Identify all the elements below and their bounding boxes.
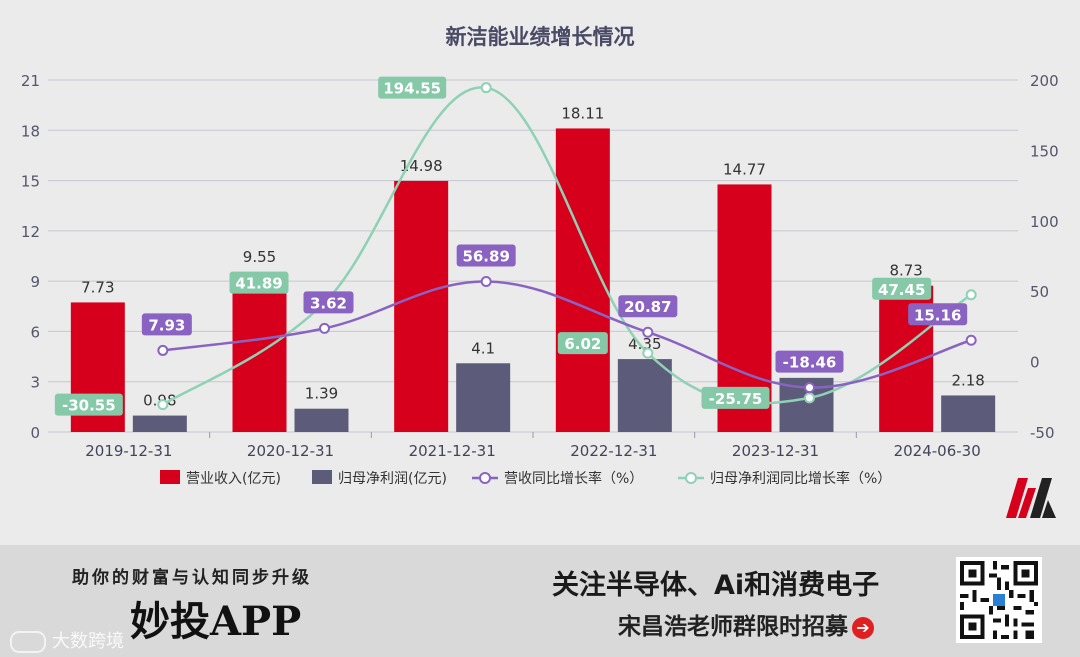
bar-profit	[456, 363, 511, 432]
bar-revenue-label: 9.55	[243, 248, 276, 266]
bar-profit-label: 1.39	[305, 385, 338, 403]
brand-logo-icon	[1006, 478, 1056, 518]
legend-label: 营业收入(亿元)	[186, 471, 281, 487]
y-left-tick-label: 21	[21, 72, 40, 90]
y-left-tick-label: 18	[21, 122, 40, 140]
x-tick-label: 2022-12-31	[570, 442, 657, 460]
revenue-growth-label: 3.62	[310, 294, 347, 312]
bar-profit	[617, 359, 672, 432]
bar-revenue	[394, 180, 449, 432]
revenue-growth-point	[319, 322, 330, 334]
x-tick-label: 2024-06-30	[894, 442, 981, 460]
revenue-growth-label: -18.46	[783, 354, 837, 372]
revenue-growth-point	[804, 382, 815, 394]
profit-growth-label: -30.55	[62, 397, 116, 415]
legend-swatch	[160, 470, 180, 484]
profit-growth-label-box	[872, 277, 932, 300]
bar-profit-label: 4.1	[471, 339, 495, 357]
legend-label: 归母净利润(亿元)	[338, 470, 447, 487]
profit-growth-label: 41.89	[235, 275, 282, 293]
watermark-logo-icon	[10, 631, 46, 653]
promo-banner: 助你的财富与认知同步升级 妙投APP 关注半导体、Ai和消费电子 宋昌浩老师群限…	[0, 545, 1080, 657]
watermark-text: 大数跨境	[52, 631, 124, 652]
revenue-growth-label-box	[618, 295, 678, 318]
bar-profit	[941, 395, 996, 432]
revenue-growth-label-box	[456, 244, 516, 267]
revenue-growth-point	[965, 334, 977, 346]
profit-growth-point	[642, 347, 654, 359]
revenue-growth-label-box	[141, 313, 192, 336]
banner-recruit-text[interactable]: 宋昌浩老师群限时招募 ➔	[618, 607, 874, 641]
profit-growth-label: 6.02	[564, 335, 601, 353]
revenue-growth-label: 20.87	[624, 298, 671, 316]
x-tick-label: 2019-12-31	[85, 442, 172, 460]
chart-title: 新洁能业绩增长情况	[446, 25, 635, 49]
profit-growth-point	[804, 392, 815, 404]
revenue-growth-label-box	[908, 303, 968, 326]
y-left-tick-label: 6	[30, 323, 40, 341]
bar-revenue-label: 14.77	[723, 160, 766, 178]
watermark: 大数跨境	[10, 627, 124, 653]
chart: 新洁能业绩增长情况 0 3 6 9 12 15 18 21 -50 0 50 100 150 200 2019…	[21, 25, 1059, 487]
bar-profit-label: 2.18	[951, 371, 984, 389]
revenue-growth-label: 7.93	[148, 316, 185, 334]
arrow-right-icon: ➔	[852, 616, 874, 639]
qr-code-icon[interactable]	[956, 557, 1042, 643]
profit-growth-label-box	[378, 76, 447, 99]
y-right-tick-label: -50	[1030, 424, 1055, 442]
profit-growth-label: -25.75	[709, 390, 763, 408]
legend-label: 营收同比增长率（%）	[504, 470, 643, 487]
y-left-tick-label: 9	[30, 273, 40, 291]
y-right-tick-label: 0	[1030, 354, 1040, 372]
y-left-tick-label: 12	[21, 223, 40, 241]
bar-revenue-label: 14.98	[400, 157, 443, 175]
bar-revenue-label: 18.11	[561, 104, 604, 122]
legend-label: 归母净利润同比增长率（%）	[710, 470, 891, 487]
profit-growth-label-box	[701, 386, 770, 409]
x-tick-label: 2020-12-31	[247, 442, 334, 460]
revenue-growth-point	[642, 326, 654, 338]
legend-marker	[479, 472, 491, 484]
bar-profit	[132, 415, 187, 432]
y-right-tick-label: 150	[1030, 142, 1059, 160]
profit-growth-point	[157, 399, 169, 411]
revenue-growth-point	[157, 344, 169, 356]
profit-growth-label: 194.55	[383, 80, 441, 98]
revenue-growth-line	[162, 280, 972, 389]
x-tick-label: 2021-12-31	[409, 442, 496, 460]
y-left-tick-label: 15	[21, 173, 40, 191]
banner-focus-text: 关注半导体、Ai和消费电子	[552, 570, 880, 601]
x-tick-label: 2023-12-31	[732, 442, 819, 460]
bar-revenue-label: 7.73	[81, 278, 114, 296]
banner-slogan: 助你的财富与认知同步升级	[72, 568, 312, 588]
y-left-tick-label: 0	[30, 424, 40, 442]
profit-growth-point	[965, 289, 977, 301]
revenue-growth-point	[480, 275, 492, 287]
bar-revenue-label: 8.73	[889, 262, 922, 280]
legend-swatch	[312, 470, 332, 484]
banner-recruit-label: 宋昌浩老师群限时招募	[618, 614, 848, 640]
profit-growth-label-box	[557, 332, 608, 355]
bar-profit	[294, 408, 349, 432]
y-right-tick-label: 100	[1030, 213, 1059, 231]
profit-growth-label-box	[54, 393, 123, 416]
legend-marker	[685, 472, 697, 484]
profit-growth-point	[480, 82, 492, 94]
revenue-growth-label: 15.16	[914, 306, 961, 324]
y-right-tick-label: 200	[1030, 72, 1059, 90]
y-left-tick-label: 3	[30, 374, 40, 392]
chart-area: 新洁能业绩增长情况 0 3 6 9 12 15 18 21 -50 0 50 100 150 200 2019…	[20, 25, 1059, 518]
revenue-growth-label-box	[303, 291, 354, 314]
banner-app-name: 妙投APP	[130, 598, 302, 645]
y-right-tick-label: 50	[1030, 283, 1049, 301]
profit-growth-label-box	[229, 271, 289, 294]
revenue-growth-label: 56.89	[462, 247, 509, 265]
profit-growth-label: 47.45	[878, 281, 925, 299]
revenue-growth-label-box	[775, 350, 844, 373]
